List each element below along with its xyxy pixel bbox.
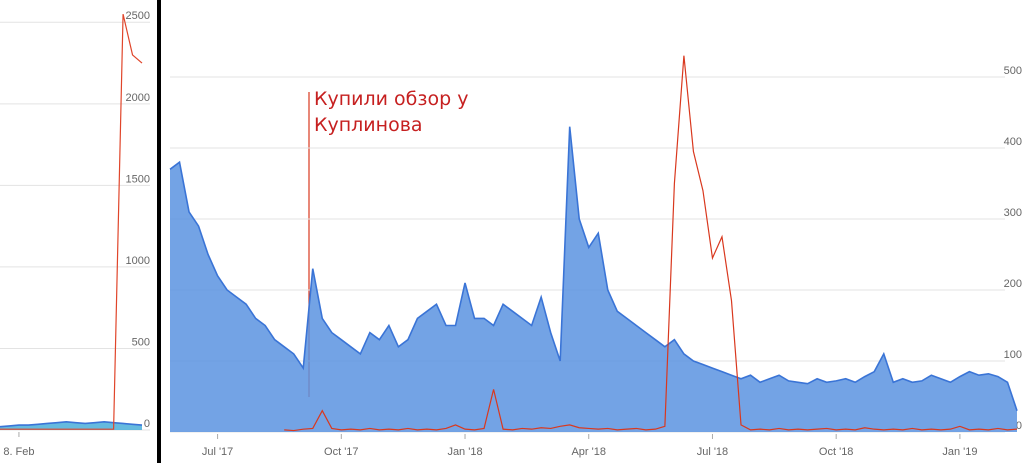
y-tick-label: 2500 (126, 10, 150, 22)
y-tick-label: 500 (1004, 65, 1022, 77)
area (170, 126, 1017, 432)
x-tick-label: Oct '18 (819, 446, 854, 458)
y-tick-label: 1000 (126, 255, 150, 267)
x-tick-label: Jan '18 (447, 446, 482, 458)
x-tick-label: Apr '18 (571, 446, 606, 458)
series-line (0, 14, 143, 430)
y-tick-label: 100 (1004, 349, 1022, 361)
area (0, 421, 142, 430)
series-line (284, 55, 1018, 432)
y-tick-label: 0 (144, 418, 150, 430)
x-tick-label: Oct '17 (324, 446, 359, 458)
y-tick-label: 500 (132, 336, 150, 348)
x-tick-label: Jul '18 (697, 446, 728, 458)
y-tick-label: 400 (1004, 136, 1022, 148)
x-tick-label: Jan '19 (942, 446, 977, 458)
annotation: Купили обзор у Куплинова (314, 88, 469, 136)
area-outline (169, 126, 1018, 411)
x-tick-label: 8. Feb (3, 446, 34, 458)
y-tick-label: 300 (1004, 207, 1022, 219)
y-tick-label: 2000 (126, 92, 150, 104)
area-outline (0, 421, 143, 428)
y-tick-label: 0 (1016, 420, 1022, 432)
y-tick-label: 1500 (126, 173, 150, 185)
y-tick-label: 200 (1004, 278, 1022, 290)
x-tick-label: Jul '17 (202, 446, 233, 458)
separator (157, 0, 161, 463)
